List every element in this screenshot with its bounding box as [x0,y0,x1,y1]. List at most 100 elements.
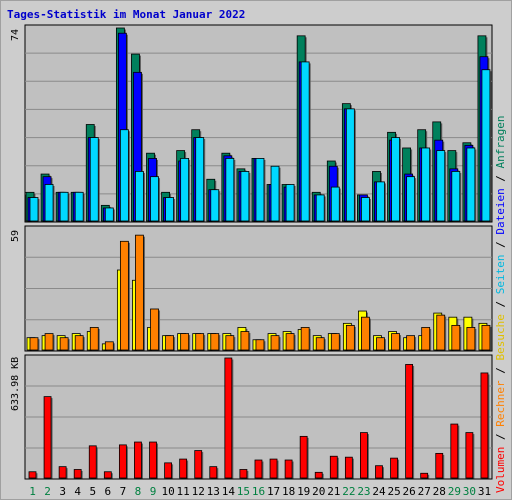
bar-rechner-day-30 [466,327,476,351]
bar-seiten-day-13 [210,189,220,222]
bar-rechner-day-28 [436,314,446,351]
bar-volumen-day-18 [284,459,293,479]
bar-volumen-day-14 [224,357,233,479]
bar-rechner-day-8 [135,234,144,351]
legend-separator: / [494,234,507,255]
bar-seiten-day-23 [361,197,370,222]
bar-seiten-day-9 [150,176,159,222]
bar-seiten-day-6 [104,207,114,222]
bar-seiten-day-17 [270,165,280,222]
bar-volumen-day-4 [73,469,82,479]
x-tick-label: 5 [89,485,96,498]
bar-volumen-day-5 [88,445,97,479]
x-tick-label: 15 [237,485,250,498]
bar-seiten-day-20 [315,194,325,222]
bar-seiten-day-2 [44,184,54,222]
x-tick-label: 24 [372,485,386,498]
bar-rechner-day-18 [285,333,295,351]
x-tick-label: 19 [297,485,310,498]
y-max-label-visits: 59 [10,229,21,242]
panel-volume [24,354,493,480]
x-tick-label: 25 [387,485,400,498]
bar-volumen-day-23 [360,432,368,479]
legend-separator: / [494,294,507,315]
bar-seiten-day-8 [135,171,144,222]
x-tick-label: 14 [222,485,236,498]
x-tick-label: 23 [357,485,370,498]
legend-anfragen: Anfragen [494,115,507,169]
bar-seiten-day-30 [466,147,476,222]
y-max-label-requests: 74 [10,28,21,41]
x-tick-label: 26 [403,485,416,498]
bar-volumen-day-29 [450,423,459,479]
x-tick-label: 27 [418,485,431,498]
bar-rechner-day-16 [255,339,265,351]
bar-volumen-day-11 [179,458,188,479]
bar-rechner-day-2 [44,333,54,351]
bar-rechner-day-6 [104,341,114,351]
bar-volumen-day-2 [43,396,52,479]
x-tick-label: 7 [120,485,127,498]
bar-seiten-day-25 [391,137,400,222]
bar-rechner-day-15 [240,331,250,351]
bar-volumen-day-13 [209,466,218,479]
bar-seiten-day-31 [481,69,491,222]
bar-volumen-day-27 [420,472,429,479]
bar-rechner-day-26 [406,335,416,351]
bar-seiten-day-4 [74,191,84,222]
bar-volumen-day-7 [118,444,127,479]
x-tick-label: 17 [267,485,280,498]
bar-seiten-day-22 [345,108,355,222]
x-axis-labels: 1 2 3 4 5 6 7 8 9 10 11 12 13 14 15 16 17 18 19 20 21 22 23 24 2… [29,485,491,498]
bar-volumen-day-26 [405,364,414,479]
bar-rechner-day-10 [165,335,174,351]
bar-seiten-day-29 [451,171,461,222]
bar-volumen-day-10 [164,462,172,479]
legend-rechner: Rechner [494,380,507,427]
bar-seiten-day-7 [119,129,129,222]
bar-seiten-day-19 [300,61,310,222]
x-tick-label: 31 [478,485,491,498]
bar-volumen-day-1 [28,471,37,479]
bar-volumen-day-15 [239,469,248,479]
bar-rechner-day-20 [315,337,325,351]
bar-seiten-day-12 [195,137,205,222]
panel-requests [24,24,493,223]
bar-rechner-day-19 [300,327,310,351]
bar-seiten-day-18 [285,184,295,222]
bar-volumen-day-21 [329,455,338,479]
bar-volumen-day-12 [194,450,203,479]
bar-rechner-day-31 [481,324,491,351]
bar-rechner-day-7 [119,240,129,351]
bar-seiten-day-5 [89,137,99,222]
bar-seiten-day-26 [406,176,416,222]
bar-volumen-day-22 [344,456,353,479]
bar-seiten-day-11 [180,158,190,222]
bar-rechner-day-17 [270,335,280,351]
x-tick-label: 4 [74,485,81,498]
bar-volumen-day-20 [314,471,323,479]
legend-dateien: Dateien [494,188,507,235]
legend-separator: / [494,426,507,447]
bar-volumen-day-24 [375,465,383,479]
x-tick-label: 1 [29,485,36,498]
bar-seiten-day-3 [59,191,69,222]
bar-rechner-day-25 [391,333,400,351]
bar-volumen-day-3 [58,466,67,479]
bar-seiten-day-15 [240,171,250,222]
legend-besuche: Besuche [494,314,507,361]
legend-separator: / [494,360,507,381]
x-tick-label: 16 [252,485,265,498]
x-tick-label: 10 [161,485,174,498]
bar-seiten-day-10 [165,197,174,222]
legend-seiten: Seiten [494,254,507,295]
bar-rechner-day-23 [361,316,370,351]
x-tick-label: 22 [342,485,355,498]
bar-seiten-day-27 [421,147,431,222]
bar-volumen-day-31 [480,372,489,479]
x-tick-label: 6 [105,485,112,498]
bar-volumen-day-16 [254,459,263,479]
bar-rechner-day-13 [210,333,220,351]
